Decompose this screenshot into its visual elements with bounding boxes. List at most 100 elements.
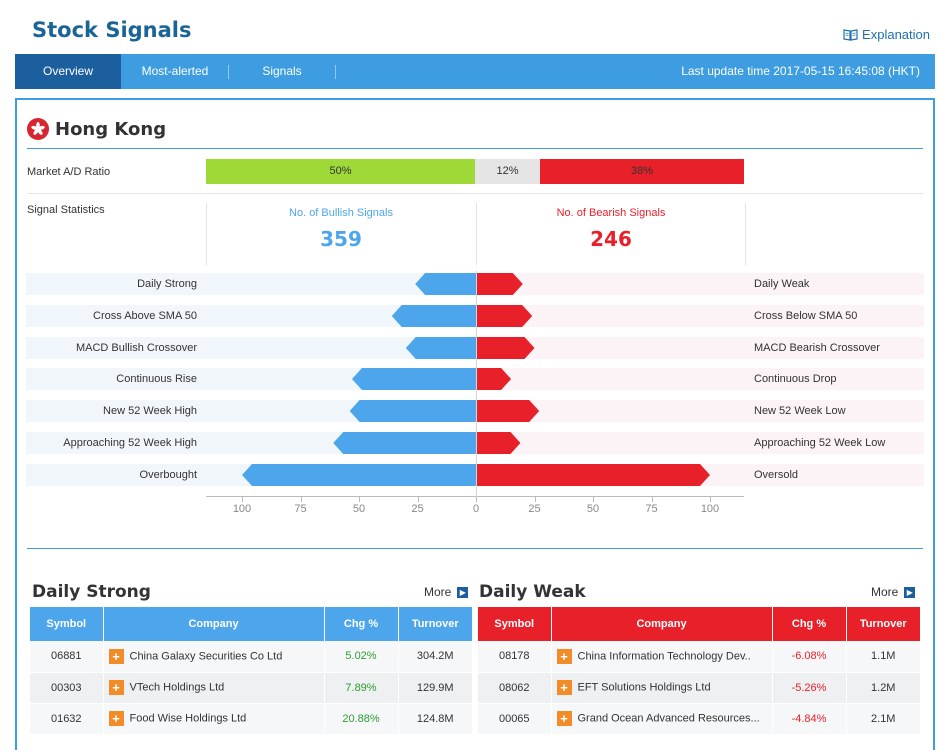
bearish-signal-label[interactable]: Oversold [754,469,799,481]
bearish-signal-label[interactable]: Daily Weak [754,278,810,290]
plus-icon[interactable]: + [556,711,572,726]
plus-icon[interactable]: + [108,711,124,726]
divider [745,203,746,265]
bearish-signal-label[interactable]: Cross Below SMA 50 [754,310,858,322]
axis-tick [359,497,360,502]
company-cell[interactable]: + Grand Ocean Advanced Resources... [551,703,773,735]
column-header[interactable]: Chg % [324,607,399,641]
signal-row[interactable]: Overbought Oversold [26,464,924,486]
bullish-signal-label[interactable]: Continuous Rise [116,373,197,385]
plus-icon[interactable]: + [108,680,124,695]
symbol-cell[interactable]: 01632 [30,703,104,735]
company-cell[interactable]: + EFT Solutions Holdings Ltd [551,672,773,704]
bullish-bar[interactable] [415,273,476,295]
bearish-bar[interactable] [476,368,511,390]
table-row[interactable]: 06881 + China Galaxy Securities Co Ltd 5.… [30,641,472,673]
bullish-signal-label[interactable]: Cross Above SMA 50 [93,310,197,322]
axis-tick-label: 75 [294,503,307,515]
column-header[interactable]: Symbol [30,607,104,641]
last-update-time: Last update time 2017-05-15 16:45:08 (HK… [681,64,920,78]
tab-signals[interactable]: Signals [262,64,302,78]
symbol-cell[interactable]: 00065 [478,703,552,735]
turnover-cell: 304.2M [398,641,472,673]
bearish-signal-label[interactable]: Continuous Drop [754,373,837,385]
bullish-signal-label[interactable]: Overbought [139,469,197,481]
company-cell[interactable]: + China Galaxy Securities Co Ltd [103,641,325,673]
bullish-signal-label[interactable]: MACD Bullish Crossover [75,342,197,354]
column-header[interactable]: Chg % [772,607,847,641]
axis-tick-label: 100 [700,503,720,515]
unchanged-bar: 12% [475,159,540,184]
ad-ratio-label: Market A/D Ratio [27,166,111,178]
table-row[interactable]: 00303 + VTech Holdings Ltd 7.89% 129.9M [30,672,472,704]
symbol-cell[interactable]: 00303 [30,672,104,704]
bullish-signal-label[interactable]: Approaching 52 Week High [63,437,197,449]
column-header[interactable]: Company [103,607,325,641]
company-name: VTech Holdings Ltd [129,681,225,694]
tab-most-alerted[interactable]: Most-alerted [141,64,209,78]
region-header: Hong Kong [27,118,166,140]
turnover-cell: 129.9M [398,672,472,704]
bullish-signal-label[interactable]: Daily Strong [137,278,197,290]
tab-overview[interactable]: Overview [15,54,121,89]
bearish-bar[interactable] [476,337,535,359]
table-row[interactable]: 01632 + Food Wise Holdings Ltd 20.88% 124… [30,703,472,735]
symbol-cell[interactable]: 08178 [478,641,552,673]
company-name: China Information Technology Dev.. [577,650,751,663]
signal-row[interactable]: MACD Bullish Crossover MACD Bearish Cross… [26,337,924,359]
signal-row[interactable]: Daily Strong Daily Weak [26,273,924,295]
symbol-cell[interactable]: 06881 [30,641,104,673]
bearish-bar[interactable] [476,305,532,327]
symbol-cell[interactable]: 08062 [478,672,552,704]
company-cell[interactable]: + VTech Holdings Ltd [103,672,325,704]
axis-tick [710,497,711,502]
bullish-bar[interactable] [349,400,476,422]
plus-icon[interactable]: + [556,648,572,664]
bearish-signal-label[interactable]: New 52 Week Low [754,405,846,417]
divider [476,203,477,265]
bearish-title: No. of Bearish Signals [556,207,666,219]
bullish-bar[interactable] [242,464,476,486]
signal-row[interactable]: Cross Above SMA 50 Cross Below SMA 50 [26,305,924,327]
signal-row[interactable]: Approaching 52 Week High Approaching 52 W… [26,432,924,454]
company-cell[interactable]: + Food Wise Holdings Ltd [103,703,325,735]
column-header[interactable]: Symbol [478,607,552,641]
column-header[interactable]: Turnover [411,618,459,630]
more-label: More [871,585,899,599]
signal-row[interactable]: Continuous Rise Continuous Drop [26,368,924,390]
change-cell: -4.84% [772,703,847,735]
bearish-bar[interactable] [476,464,710,486]
table-row[interactable]: 08178 + China Information Technology Dev.… [478,641,920,673]
axis-tick [300,497,302,502]
column-header[interactable]: Turnover [859,618,907,630]
bearish-bar[interactable] [476,400,539,422]
signal-row[interactable]: New 52 Week High New 52 Week Low [26,400,924,422]
turnover-cell: 1.2M [846,672,920,704]
advance-bar: 50% [206,159,475,184]
bearish-signal-label[interactable]: Approaching 52 Week Low [754,437,886,449]
bullish-bar[interactable] [351,368,476,390]
bullish-bar[interactable] [405,337,476,359]
plus-icon[interactable]: + [556,680,572,695]
daily-strong-more-link[interactable]: More ▶ [424,585,469,599]
row-background [26,305,476,327]
explanation-link[interactable]: Explanation [843,27,930,42]
signal-stats-label: Signal Statistics [27,204,105,216]
bearish-bar[interactable] [476,273,523,295]
bearish-count: 246 [590,227,632,251]
company-cell[interactable]: + China Information Technology Dev.. [551,641,773,673]
column-header[interactable]: Company [551,607,773,641]
bullish-signal-label[interactable]: New 52 Week High [103,405,197,417]
daily-weak-more-link[interactable]: More ▶ [871,585,916,599]
bullish-bar[interactable] [333,432,476,454]
turnover-cell: 124.8M [398,703,472,735]
row-background [26,337,476,359]
bullish-bar[interactable] [391,305,476,327]
book-icon [843,28,858,41]
table-row[interactable]: 00065 + Grand Ocean Advanced Resources...… [478,703,920,735]
bearish-bar[interactable] [476,432,520,454]
table-row[interactable]: 08062 + EFT Solutions Holdings Ltd -5.26%… [478,672,920,704]
plus-icon[interactable]: + [108,648,124,664]
bearish-signal-label[interactable]: MACD Bearish Crossover [754,342,880,354]
bullish-title: No. of Bullish Signals [289,207,393,219]
